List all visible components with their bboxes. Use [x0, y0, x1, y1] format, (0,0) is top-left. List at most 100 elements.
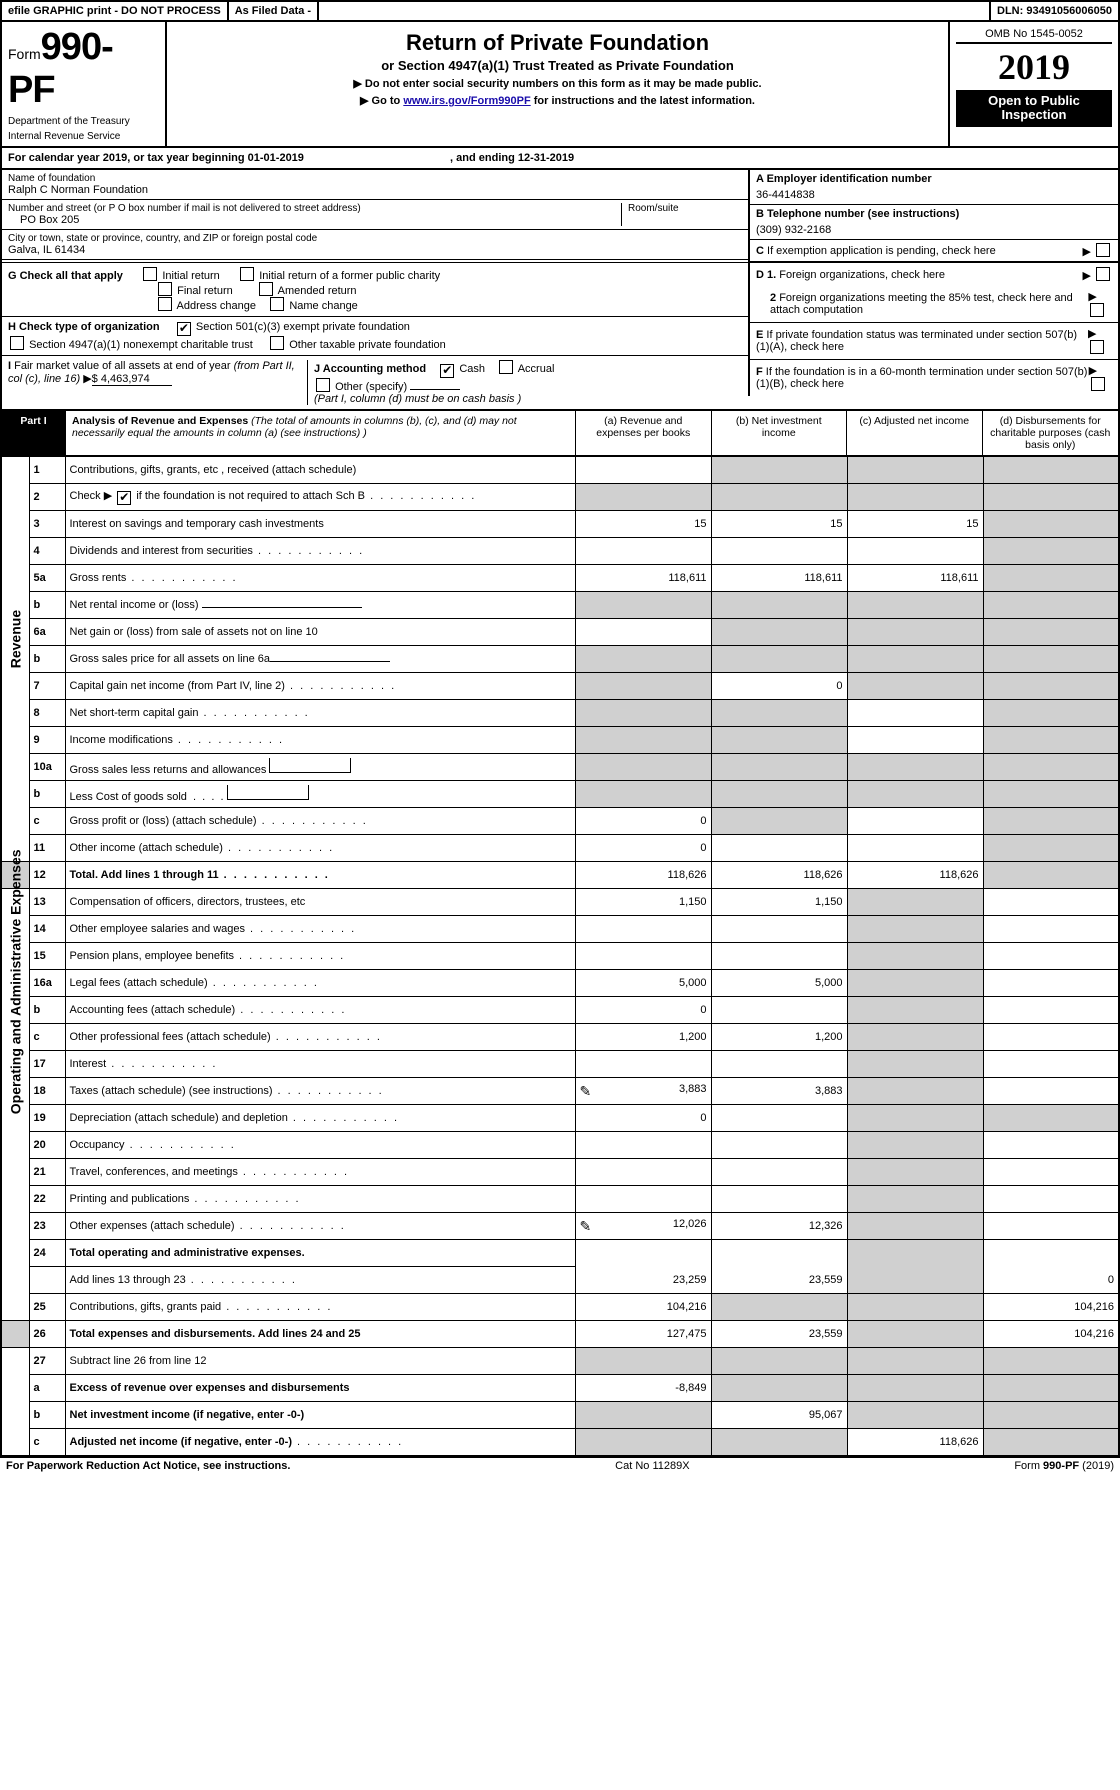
- name-label: Name of foundation: [8, 173, 742, 184]
- cb-amended-return[interactable]: [259, 282, 273, 296]
- address-value: PO Box 205: [8, 214, 615, 226]
- form-header: Form990-PF Department of the Treasury In…: [0, 22, 1120, 148]
- table-row: b Gross sales price for all assets on li…: [1, 646, 1119, 673]
- table-row: 27 Subtract line 26 from line 12: [1, 1348, 1119, 1375]
- topbar: efile GRAPHIC print - DO NOT PROCESS As …: [0, 0, 1120, 22]
- part1-header: Part I Analysis of Revenue and Expenses …: [0, 411, 1120, 457]
- row-d2: 2 Foreign organizations meeting the 85% …: [748, 286, 1118, 322]
- open-public-badge: Open to Public Inspection: [956, 90, 1112, 127]
- form-subtitle: or Section 4947(a)(1) Trust Treated as P…: [173, 58, 942, 73]
- row-h: H Check type of organization Section 501…: [2, 316, 748, 355]
- part1-table: Revenue 1 Contributions, gifts, grants, …: [0, 457, 1120, 1457]
- table-row: 24 Total operating and administrative ex…: [1, 1240, 1119, 1267]
- table-row: 19 Depreciation (attach schedule) and de…: [1, 1105, 1119, 1132]
- address-label: Number and street (or P O box number if …: [8, 203, 615, 214]
- cb-d2[interactable]: [1090, 303, 1104, 317]
- cb-e[interactable]: [1090, 340, 1104, 354]
- table-row: 10a Gross sales less returns and allowan…: [1, 754, 1119, 781]
- part1-tag: Part I: [2, 411, 66, 455]
- ein-value: 36-4414838: [756, 185, 1112, 201]
- room-label: Room/suite: [622, 203, 742, 226]
- col-a-header: (a) Revenue and expenses per books: [576, 411, 712, 455]
- row-e: E If private foundation status was termi…: [748, 322, 1118, 359]
- side-expenses: Operating and Administrative Expenses: [1, 889, 29, 1321]
- side-revenue: Revenue: [1, 457, 29, 862]
- cb-name-change[interactable]: [270, 297, 284, 311]
- table-row: 4 Dividends and interest from securities: [1, 538, 1119, 565]
- cb-other-taxable[interactable]: [270, 336, 284, 350]
- attach-icon[interactable]: ✎: [580, 1218, 592, 1235]
- table-row: 20 Occupancy: [1, 1132, 1119, 1159]
- table-row: 7 Capital gain net income (from Part IV,…: [1, 673, 1119, 700]
- asfiled-label: As Filed Data -: [229, 2, 319, 20]
- table-row: b Accounting fees (attach schedule) 0: [1, 997, 1119, 1024]
- table-row: 17 Interest: [1, 1051, 1119, 1078]
- table-row: Operating and Administrative Expenses 13…: [1, 889, 1119, 916]
- efile-label: efile GRAPHIC print - DO NOT PROCESS: [2, 2, 229, 20]
- table-row: Revenue 1 Contributions, gifts, grants, …: [1, 457, 1119, 484]
- telephone-value: (309) 932-2168: [756, 220, 1112, 236]
- table-row: 2 Check ▶ if the foundation is not requi…: [1, 484, 1119, 511]
- dept-treasury: Department of the Treasury: [8, 116, 159, 127]
- city-label: City or town, state or province, country…: [8, 233, 742, 244]
- table-row: a Excess of revenue over expenses and di…: [1, 1375, 1119, 1402]
- table-row: b Less Cost of goods sold . . . .: [1, 781, 1119, 808]
- cb-accrual[interactable]: [499, 360, 513, 374]
- cb-d1[interactable]: [1096, 267, 1110, 281]
- cb-cash[interactable]: [440, 364, 454, 378]
- cb-schb[interactable]: [117, 491, 131, 505]
- irs-link[interactable]: www.irs.gov/Form990PF: [403, 95, 530, 107]
- part1-desc: Analysis of Revenue and Expenses (The to…: [66, 411, 576, 455]
- page-footer: For Paperwork Reduction Act Notice, see …: [0, 1457, 1120, 1474]
- table-row: 21 Travel, conferences, and meetings: [1, 1159, 1119, 1186]
- cb-address-change[interactable]: [158, 297, 172, 311]
- col-c-header: (c) Adjusted net income: [847, 411, 983, 455]
- city-value: Galva, IL 61434: [8, 244, 742, 256]
- pending-checkbox[interactable]: [1096, 243, 1110, 257]
- cat-number: Cat No 11289X: [615, 1460, 689, 1472]
- pending-label: If exemption application is pending, che…: [767, 245, 996, 257]
- cb-initial-return[interactable]: [143, 267, 157, 281]
- table-row: 22 Printing and publications: [1, 1186, 1119, 1213]
- dln-label: DLN: 93491056006050: [991, 2, 1118, 20]
- table-row: 14 Other employee salaries and wages: [1, 916, 1119, 943]
- cb-501c3[interactable]: [177, 322, 191, 336]
- ssn-warning: ▶ Do not enter social security numbers o…: [353, 78, 761, 90]
- paperwork-notice: For Paperwork Reduction Act Notice, see …: [6, 1460, 290, 1472]
- form-page-ref: Form 990-PF (2019): [1014, 1460, 1114, 1472]
- form-title: Return of Private Foundation: [173, 30, 942, 56]
- dept-irs: Internal Revenue Service: [8, 131, 159, 142]
- table-row: 6a Net gain or (loss) from sale of asset…: [1, 619, 1119, 646]
- table-row: b Net rental income or (loss): [1, 592, 1119, 619]
- table-row: 15 Pension plans, employee benefits: [1, 943, 1119, 970]
- table-row: 5a Gross rents 118,611 118,611 118,611: [1, 565, 1119, 592]
- cb-initial-former[interactable]: [240, 267, 254, 281]
- ein-label: A Employer identification number: [756, 173, 1112, 185]
- foundation-name: Ralph C Norman Foundation: [8, 184, 742, 196]
- calendar-year-row: For calendar year 2019, or tax year begi…: [0, 148, 1120, 170]
- table-row: c Adjusted net income (if negative, ente…: [1, 1429, 1119, 1457]
- tax-year: 2019: [956, 44, 1112, 90]
- table-row: c Gross profit or (loss) (attach schedul…: [1, 808, 1119, 835]
- table-row: 25 Contributions, gifts, grants paid 104…: [1, 1294, 1119, 1321]
- table-row: 3 Interest on savings and temporary cash…: [1, 511, 1119, 538]
- checkbox-section: G Check all that apply Initial return In…: [0, 262, 1120, 411]
- col-b-header: (b) Net investment income: [712, 411, 848, 455]
- cb-f[interactable]: [1091, 377, 1105, 391]
- cb-other-method[interactable]: [316, 378, 330, 392]
- row-d1: D 1. Foreign organizations, check here ▶: [748, 262, 1118, 286]
- cb-4947[interactable]: [10, 336, 24, 350]
- fmv-value: $ 4,463,974: [92, 373, 172, 386]
- table-row: 16a Legal fees (attach schedule) 5,000 5…: [1, 970, 1119, 997]
- cash-basis-note: (Part I, column (d) must be on cash basi…: [314, 393, 521, 405]
- attach-icon[interactable]: ✎: [580, 1083, 592, 1100]
- table-row: 26 Total expenses and disbursements. Add…: [1, 1321, 1119, 1348]
- foundation-info: Name of foundation Ralph C Norman Founda…: [0, 170, 1120, 262]
- table-row: 23 Other expenses (attach schedule) ✎12,…: [1, 1213, 1119, 1240]
- row-f: F If the foundation is in a 60-month ter…: [748, 359, 1118, 396]
- row-ij: I Fair market value of all assets at end…: [2, 355, 748, 409]
- table-row: 12 Total. Add lines 1 through 11 118,626…: [1, 862, 1119, 889]
- cb-final-return[interactable]: [158, 282, 172, 296]
- row-g: G Check all that apply Initial return In…: [2, 262, 748, 316]
- table-row: 9 Income modifications: [1, 727, 1119, 754]
